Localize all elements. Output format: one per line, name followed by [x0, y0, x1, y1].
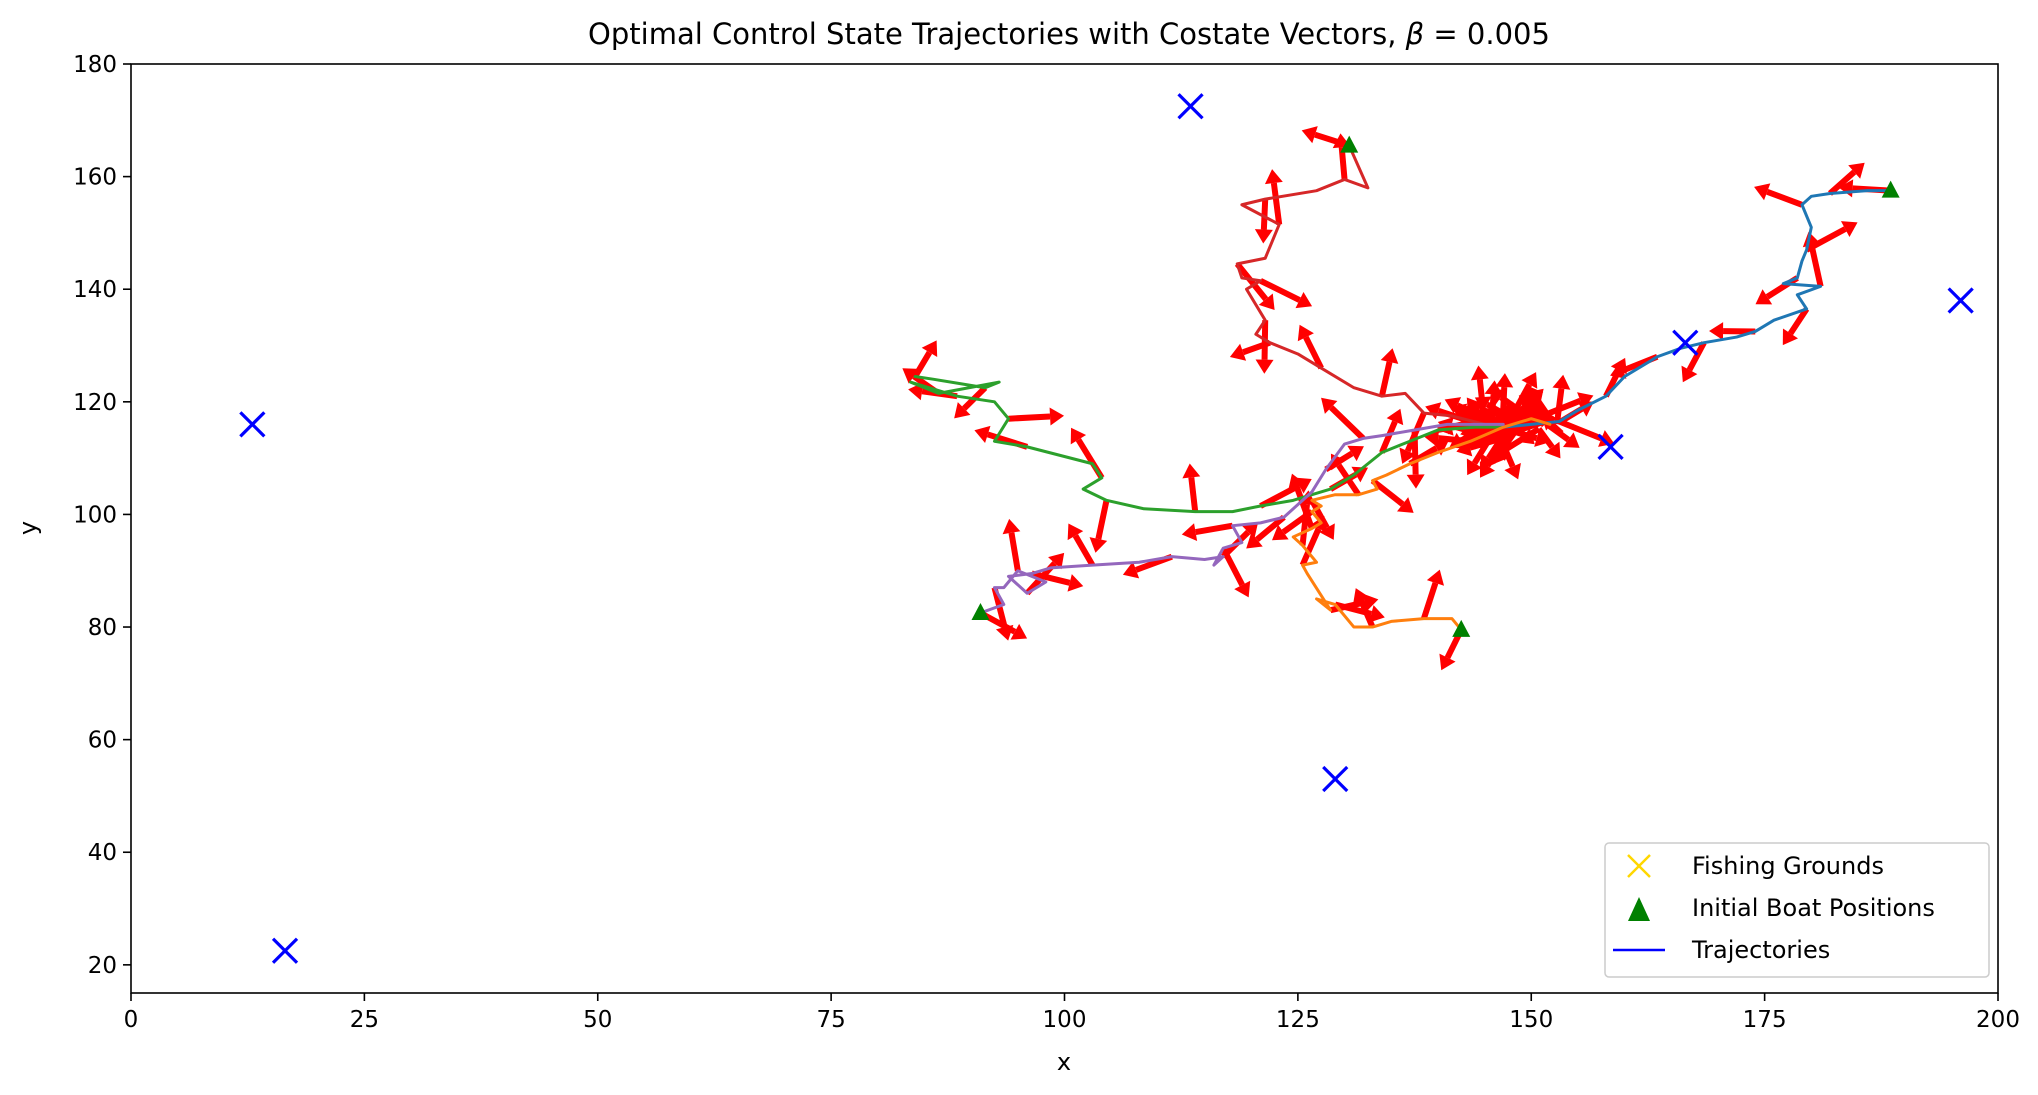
y-tick-label: 60: [88, 728, 117, 754]
costate-arrow: [1379, 408, 1404, 454]
costate-arrow: [1681, 341, 1707, 383]
costate-arrow: [1444, 397, 1493, 424]
costate-arrow: [954, 385, 988, 419]
initial-boat-marker: [1881, 180, 1900, 198]
costate-arrow: [1709, 322, 1756, 341]
costate-vectors: [902, 126, 1891, 671]
fishing-ground-marker: [1597, 433, 1624, 460]
x-tick-label: 150: [1509, 1007, 1553, 1033]
legend-label-fishing-grounds: Fishing Grounds: [1692, 852, 1884, 880]
costate-arrow: [1421, 569, 1445, 620]
x-tick-label: 200: [1976, 1007, 2020, 1033]
fishing-ground-marker: [239, 411, 266, 438]
fishing-ground-marker: [1947, 287, 1974, 314]
costate-arrow: [1234, 261, 1275, 311]
y-axis-label: y: [14, 521, 42, 535]
y-tick-label: 40: [88, 840, 117, 866]
costate-arrow: [1782, 307, 1810, 346]
x-tick-label: 50: [583, 1007, 612, 1033]
costate-arrow: [1297, 324, 1324, 370]
costate-arrow: [1031, 570, 1084, 592]
costate-arrow: [1246, 514, 1286, 549]
initial-boat-marker: [1452, 619, 1471, 637]
costate-arrow: [1827, 162, 1865, 196]
x-tick-label: 125: [1276, 1007, 1320, 1033]
y-tick-label: 180: [73, 52, 117, 78]
costate-arrow: [1558, 418, 1615, 447]
x-tick-label: 75: [816, 1007, 845, 1033]
costate-arrow: [1406, 429, 1425, 489]
initial-boat-marker: [971, 602, 990, 620]
trajectory-lines: [908, 144, 1893, 632]
costate-arrow: [1089, 499, 1110, 553]
y-tick-label: 160: [73, 165, 117, 191]
costate-arrow: [1543, 392, 1594, 418]
x-tick-label: 100: [1043, 1007, 1087, 1033]
costate-arrow: [1802, 231, 1824, 288]
chart-title: Optimal Control State Trajectories with …: [588, 17, 1550, 51]
costate-arrow: [1181, 522, 1234, 541]
costate-arrow: [1552, 374, 1571, 425]
x-axis-label: x: [1057, 1048, 1071, 1076]
fishing-ground-marker: [1177, 93, 1204, 120]
y-tick-label: 100: [73, 502, 117, 528]
costate-arrow: [1378, 348, 1399, 397]
fishing-ground-marker: [1672, 329, 1699, 356]
costate-arrow: [1536, 427, 1561, 459]
x-axis: 0 25 50 75 100 125 150 175 200: [124, 993, 2020, 1033]
costate-arrow: [912, 340, 938, 379]
x-tick-label: 0: [124, 1007, 139, 1033]
trajectory-line: [1501, 189, 1893, 429]
costate-arrow: [1254, 198, 1273, 244]
y-axis: 20 40 60 80 100 120 140 160 180: [73, 52, 131, 979]
trajectory-line: [978, 422, 1505, 615]
trajectory-line: [1291, 417, 1552, 632]
costate-arrow: [1309, 498, 1335, 540]
costate-arrow: [1288, 473, 1315, 530]
fishing-ground-marker: [1322, 765, 1349, 793]
y-tick-label: 20: [88, 953, 117, 979]
trajectory-line: [1235, 144, 1505, 429]
costate-arrow: [1002, 518, 1021, 572]
legend: Fishing Grounds Initial Boat Positions T…: [1604, 842, 1990, 978]
costate-arrow: [1008, 407, 1065, 426]
costate-arrow: [1324, 445, 1364, 472]
x-tick-label: 175: [1743, 1007, 1787, 1033]
costate-arrow: [1321, 397, 1366, 441]
costate-arrow: [1370, 478, 1414, 513]
legend-label-initial-boat-positions: Initial Boat Positions: [1692, 894, 1935, 922]
costate-arrow: [1182, 463, 1201, 512]
legend-triangle-icon: [1628, 897, 1650, 921]
legend-x-icon: [1627, 854, 1651, 878]
legend-label-trajectories: Trajectories: [1691, 936, 1830, 964]
legend-box: [1604, 842, 1990, 978]
costate-arrow: [1271, 509, 1314, 541]
costate-arrow: [1220, 546, 1251, 598]
y-tick-label: 120: [73, 390, 117, 416]
costate-arrow: [1495, 432, 1521, 480]
fishing-ground-marker: [271, 937, 299, 964]
y-tick-label: 140: [73, 277, 117, 303]
costate-arrow: [1067, 523, 1096, 567]
y-tick-label: 80: [88, 615, 117, 641]
initial-boat-marker: [1340, 135, 1359, 153]
costate-arrow: [1264, 169, 1283, 225]
costate-arrow: [1229, 339, 1271, 361]
costate-arrow: [1754, 183, 1804, 208]
point-markers: [239, 93, 1974, 964]
trajectory-line: [908, 374, 1505, 514]
x-tick-label: 25: [350, 1007, 379, 1033]
costate-arrow: [1329, 593, 1379, 614]
plot-area: [239, 93, 1974, 964]
costate-arrow: [1259, 278, 1313, 309]
